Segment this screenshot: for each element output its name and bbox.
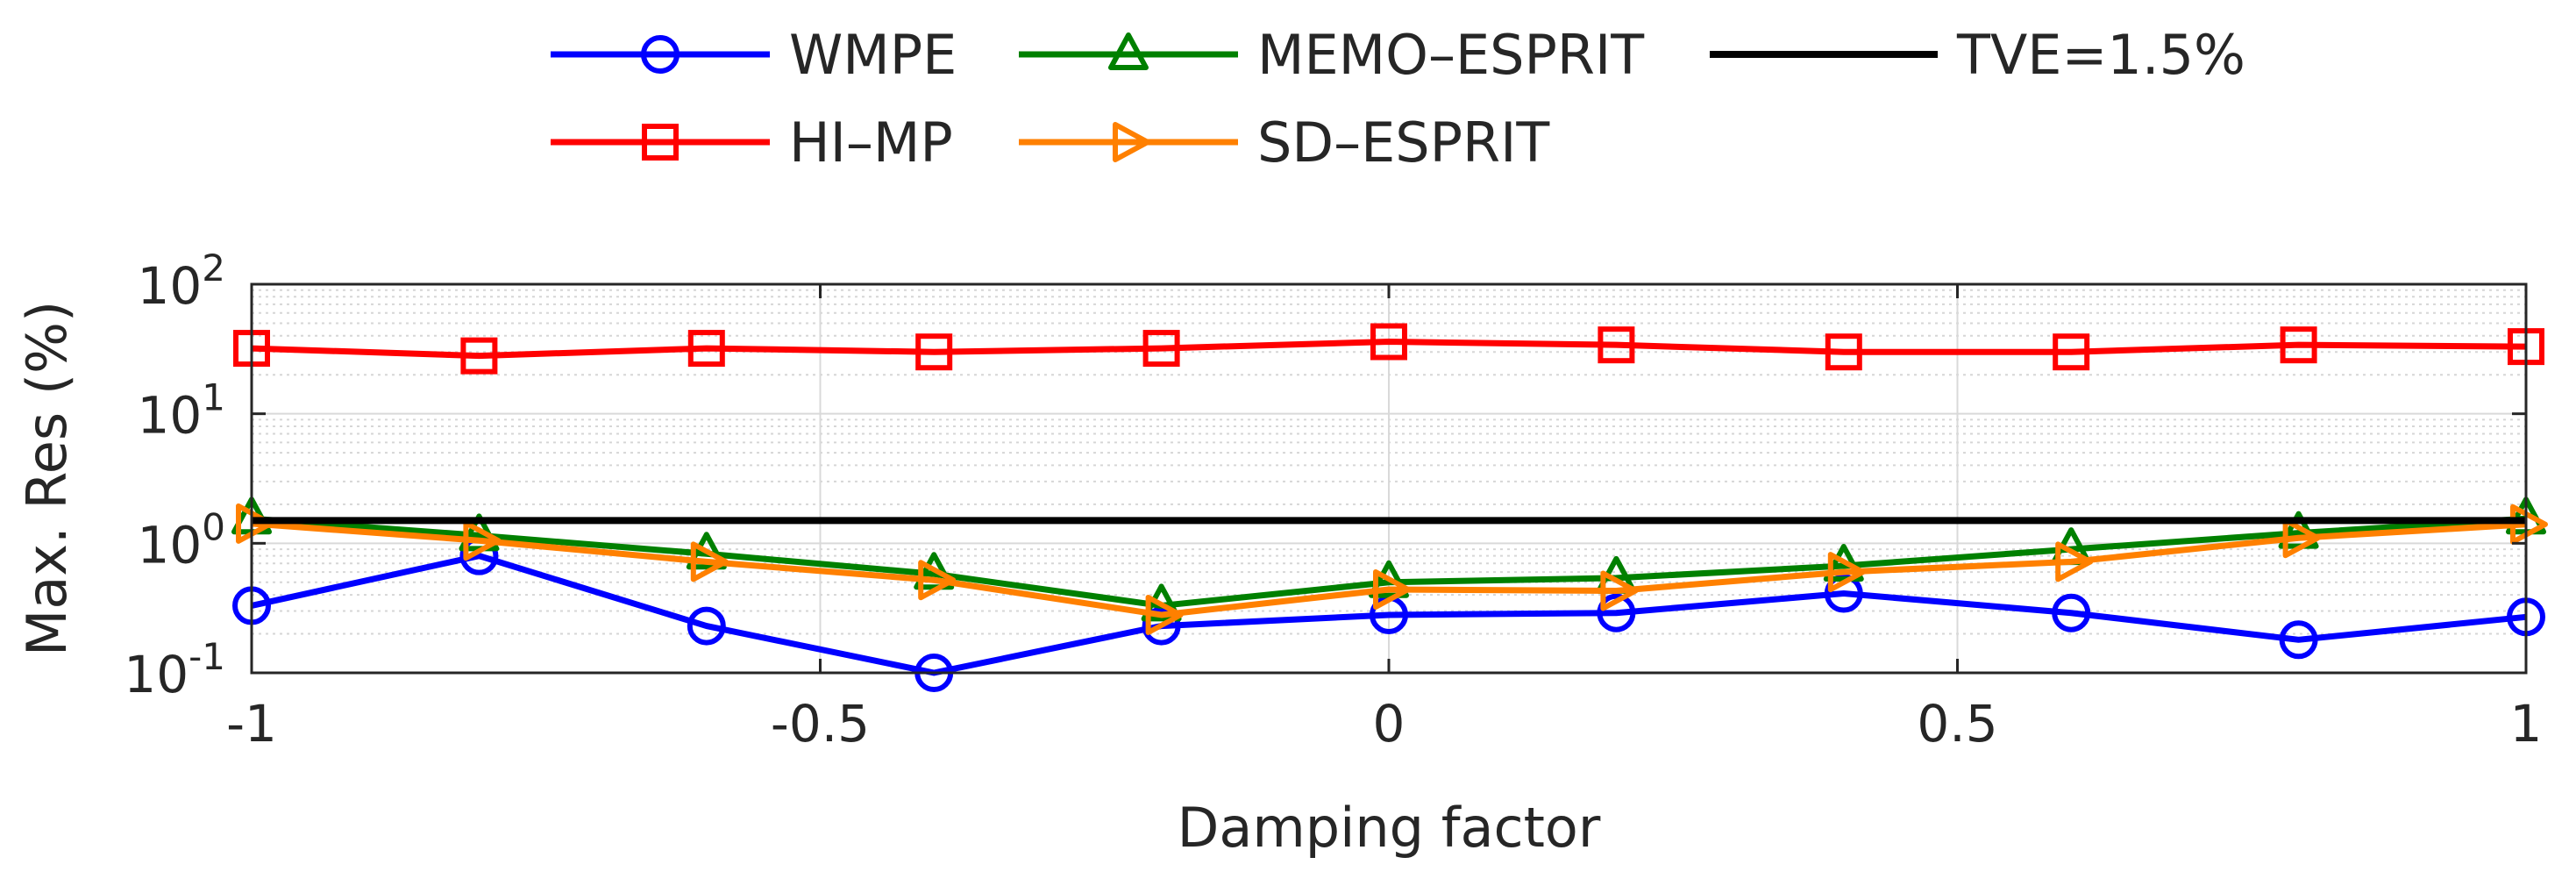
data-point-memo-esprit bbox=[1369, 560, 1409, 598]
data-point-sd-esprit bbox=[690, 541, 729, 582]
data-point-memo-esprit bbox=[686, 532, 727, 570]
x-tick-label: 0.5 bbox=[1917, 694, 1997, 754]
data-point-memo-esprit bbox=[1823, 544, 1864, 582]
data-point-hi-mp bbox=[460, 337, 498, 375]
data-point-hi-mp bbox=[1370, 323, 1407, 361]
data-point-hi-mp bbox=[687, 330, 725, 368]
legend-label-hi-mp: HI–MP bbox=[789, 111, 953, 175]
data-point-sd-esprit bbox=[2055, 541, 2094, 582]
data-point-wmpe bbox=[2052, 593, 2091, 632]
legend-label-memo-esprit: MEMO–ESPRIT bbox=[1257, 23, 1645, 87]
data-point-sd-esprit bbox=[918, 560, 957, 601]
y-axis-label: Max. Res (%) bbox=[15, 301, 79, 656]
series-line-hi-mp bbox=[251, 339, 2527, 360]
legend-marker-wmpe bbox=[641, 35, 680, 74]
data-point-wmpe bbox=[2279, 620, 2318, 660]
legend-label-tve-1-5: TVE=1.5% bbox=[1956, 23, 2245, 87]
data-point-sd-esprit bbox=[2510, 504, 2548, 545]
data-point-wmpe bbox=[687, 606, 726, 646]
data-point-sd-esprit bbox=[463, 520, 502, 561]
data-point-hi-mp bbox=[2053, 333, 2090, 371]
series-line-sd-esprit bbox=[251, 520, 2527, 618]
series-line-wmpe bbox=[251, 553, 2527, 676]
y-tick-label: 101 bbox=[137, 376, 225, 446]
legend-marker-sd-esprit bbox=[1113, 122, 1150, 162]
data-point-hi-mp bbox=[2280, 326, 2317, 364]
data-point-sd-esprit bbox=[1600, 570, 1639, 611]
legend-marker-memo-esprit bbox=[1108, 32, 1149, 70]
x-tick-label: 0 bbox=[1373, 694, 1405, 754]
data-point-memo-esprit bbox=[914, 552, 955, 590]
data-point-hi-mp bbox=[1598, 326, 1635, 364]
x-axis-label: Damping factor bbox=[1178, 796, 1601, 860]
data-point-sd-esprit bbox=[1827, 552, 1866, 593]
y-tick-label: 100 bbox=[137, 505, 225, 575]
data-point-hi-mp bbox=[1825, 333, 1862, 371]
data-point-hi-mp bbox=[1142, 330, 1180, 368]
data-point-sd-esprit bbox=[2282, 518, 2321, 559]
data-point-sd-esprit bbox=[1373, 568, 1411, 610]
y-tick-label: 102 bbox=[137, 247, 225, 316]
x-tick-label: -0.5 bbox=[771, 694, 870, 754]
series-line-memo-esprit bbox=[251, 515, 2527, 609]
data-point-wmpe bbox=[1142, 606, 1181, 646]
legend-label-sd-esprit: SD–ESPRIT bbox=[1257, 111, 1550, 175]
legend-marker-hi-mp bbox=[642, 124, 679, 161]
legend-label-wmpe: WMPE bbox=[789, 23, 957, 87]
x-tick-label: 1 bbox=[2510, 694, 2543, 754]
x-tick-label: -1 bbox=[226, 694, 277, 754]
data-point-sd-esprit bbox=[1145, 594, 1184, 635]
data-point-sd-esprit bbox=[236, 503, 274, 544]
data-point-hi-mp bbox=[915, 333, 953, 371]
data-point-wmpe bbox=[1597, 593, 1636, 632]
legend: WMPE HI–MP MEMO–ESPRIT SD–ESPRIT TVE=1.5% bbox=[551, 23, 2245, 175]
y-tick-label: 10-1 bbox=[124, 635, 225, 704]
